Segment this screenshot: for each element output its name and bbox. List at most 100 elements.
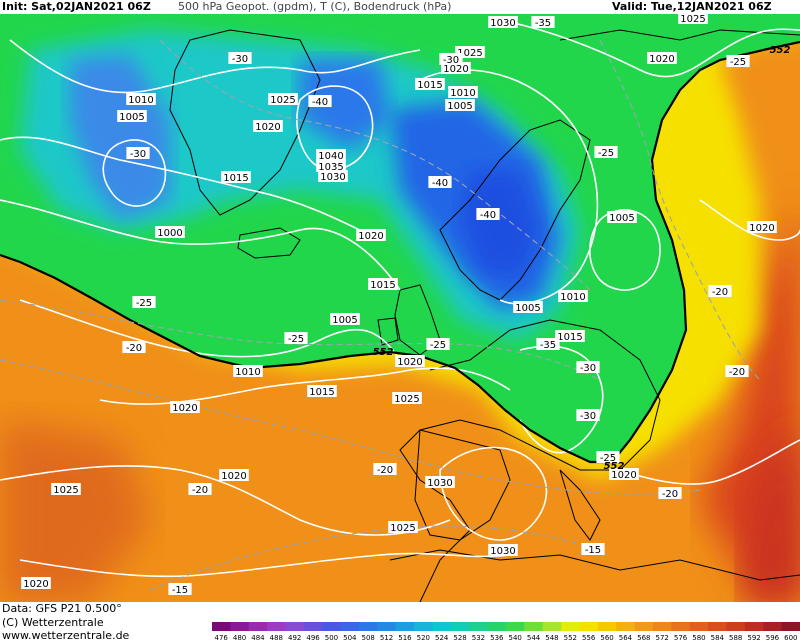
temperature-label-bg: [536, 338, 560, 350]
temperature-label: -30: [126, 147, 150, 160]
color-scale-swatch: [726, 622, 746, 631]
color-scale-label: 600: [784, 634, 797, 642]
temperature-label-text: -20: [712, 287, 728, 298]
isobar-label-text: 1015: [309, 387, 334, 398]
temperature-label-text: -25: [136, 298, 152, 309]
temperature-label-bg: [581, 543, 605, 555]
temperature-label-text: -30: [232, 54, 248, 65]
isobar-label-bg: [445, 99, 475, 111]
temperature-label-text: -20: [662, 489, 678, 500]
isobar-label: 1025: [388, 521, 418, 534]
isobar-label-text: 1015: [370, 280, 395, 291]
isobar-label-text: 1020: [221, 471, 246, 482]
isobar-label-bg: [126, 93, 156, 105]
geopotential-label-text: 552: [604, 461, 625, 472]
color-scale-swatch: [377, 622, 397, 631]
isobar-label-text: 1005: [447, 101, 472, 112]
color-scale-label: 512: [380, 634, 393, 642]
color-scale-swatch: [248, 622, 268, 631]
isobar-label-bg: [21, 577, 51, 589]
color-scale-swatch: [524, 622, 544, 631]
coast-africa: [389, 549, 800, 581]
geopotential-label: 552: [770, 45, 791, 56]
website[interactable]: www.wetterzentrale.de: [2, 629, 130, 642]
temperature-label: -40: [476, 208, 500, 221]
isobar-label-text: 1010: [560, 292, 585, 303]
color-scale-label: 532: [472, 634, 485, 642]
color-scale-label: 588: [729, 634, 742, 642]
geopotential-label-text: 552: [373, 347, 394, 358]
temperature-label: -25: [726, 55, 750, 68]
color-scale-swatch: [744, 622, 764, 631]
color-scale-swatch: [469, 622, 489, 631]
temperature-label-text: -20: [377, 465, 393, 476]
isobar-label-text: 1005: [119, 112, 144, 123]
isobar-label-bg: [415, 78, 445, 90]
color-scale-label: 524: [435, 634, 449, 642]
isobar-label-bg: [425, 476, 455, 488]
isobar-labels: 1030 1025 1025 1020 1020 1015 1010 1005 1025 1020…: [21, 14, 777, 590]
isobar-label-text: 1010: [235, 367, 260, 378]
isobar-label-bg: [170, 401, 200, 413]
color-scale-swatch: [303, 622, 323, 631]
coast-north-russia: [559, 29, 800, 41]
chart-header: Init: Sat,02JAN2021 06Z 500 hPa Geopot. …: [0, 0, 800, 14]
isobar-label-text: 1020: [649, 54, 674, 65]
isobar-label-bg: [233, 365, 263, 377]
isobar-label: 1015: [368, 278, 398, 291]
color-scale-swatch: [267, 622, 286, 631]
isobar-label-text: 1005: [609, 213, 634, 224]
temperature-label-text: -40: [480, 210, 496, 221]
isobar-label: 1020: [647, 52, 677, 65]
isobar-label: 1030: [425, 476, 455, 489]
isobar-label-text: 1015: [557, 332, 582, 343]
isobar-label-bg: [221, 171, 251, 183]
isobar-label-text: 1010: [450, 88, 475, 99]
isobar-label-text: 1025: [457, 48, 482, 59]
warm-region-southeast: [740, 420, 800, 602]
isobar-label: 1005: [445, 99, 475, 112]
isobar-line: [699, 199, 800, 241]
isobar-label-bg: [51, 483, 81, 495]
isobar-label-bg: [607, 211, 637, 223]
temperature-label: -25: [284, 332, 308, 345]
color-scale-label: 576: [674, 634, 688, 642]
color-scale-label: 568: [637, 634, 650, 642]
isobar-label: 1025: [392, 392, 422, 405]
color-scale-label: 520: [417, 634, 430, 642]
isobar-label-bg: [747, 221, 777, 233]
isobar-label-bg: [647, 52, 677, 64]
isobar-label-text: 1020: [443, 64, 468, 75]
isotherm-line: [159, 39, 591, 291]
chart-footer: Data: GFS P21 0.500° (C) Wetterzentrale …: [0, 602, 800, 642]
temperature-label-text: -30: [443, 55, 459, 66]
temperature-label: -20: [708, 285, 732, 298]
color-scale-swatch: [671, 622, 691, 631]
isobar-label: 1005: [607, 211, 637, 224]
isobar-label-bg: [253, 120, 283, 132]
temperature-label: -35: [531, 16, 555, 29]
color-scale-swatch: [708, 622, 727, 631]
isobar-label: 1010: [448, 86, 478, 99]
temperature-label-bg: [126, 147, 150, 159]
temperature-label-bg: [373, 463, 397, 475]
isobar-label-text: 1020: [358, 231, 383, 242]
color-scale-label: 488: [270, 634, 283, 642]
color-scale-swatch: [763, 622, 783, 631]
color-scale-swatch: [395, 622, 415, 631]
isobar-line: [499, 19, 800, 78]
coast-italy: [559, 469, 601, 541]
temperature-label-bg: [594, 146, 618, 158]
color-scale-swatch: [450, 622, 470, 631]
temperature-label-bg: [168, 583, 192, 595]
temperature-label-text: -25: [598, 148, 614, 159]
isobar-label-text: 1030: [320, 172, 345, 183]
isobar-label-bg: [513, 301, 543, 313]
isobar-label-bg: [392, 392, 422, 404]
isobar-label: 1030: [488, 16, 518, 29]
color-scale-swatch: [340, 622, 360, 631]
temperature-label-bg: [576, 409, 600, 421]
color-scale-label: 584: [711, 634, 725, 642]
isobar-label: 1035: [316, 160, 346, 173]
isobar-label: 1005: [513, 301, 543, 314]
